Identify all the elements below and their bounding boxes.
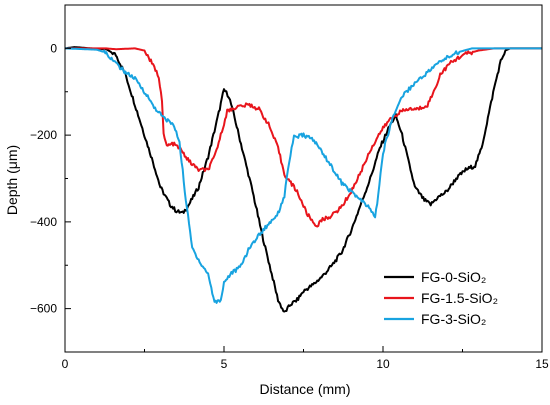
y-tick-label: −200 bbox=[30, 128, 57, 142]
series-line-2 bbox=[65, 47, 542, 228]
legend-label-2: FG-1.5-SiO₂ bbox=[421, 290, 498, 306]
legend-label-1: FG-0-SiO₂ bbox=[421, 269, 486, 285]
legend: FG-0-SiO₂ FG-1.5-SiO₂ FG-3-SiO₂ bbox=[384, 269, 498, 327]
y-axis-title: Depth (μm) bbox=[4, 145, 20, 215]
y-tick-label: −600 bbox=[30, 302, 57, 316]
x-tick-label: 0 bbox=[62, 357, 69, 371]
x-tick-label: 10 bbox=[376, 357, 390, 371]
series-line-1 bbox=[64, 46, 542, 313]
legend-label-3: FG-3-SiO₂ bbox=[421, 311, 486, 327]
plot-series-layer bbox=[64, 46, 542, 313]
axes: 0 5 10 15 0 −200 −400 −600 bbox=[30, 4, 549, 371]
x-axis-title: Distance (mm) bbox=[259, 381, 350, 397]
x-tick-label: 15 bbox=[535, 357, 549, 371]
y-tick-label: 0 bbox=[50, 41, 57, 55]
series-line-3 bbox=[65, 47, 542, 304]
x-tick-label: 5 bbox=[221, 357, 228, 371]
y-tick-label: −400 bbox=[30, 215, 57, 229]
